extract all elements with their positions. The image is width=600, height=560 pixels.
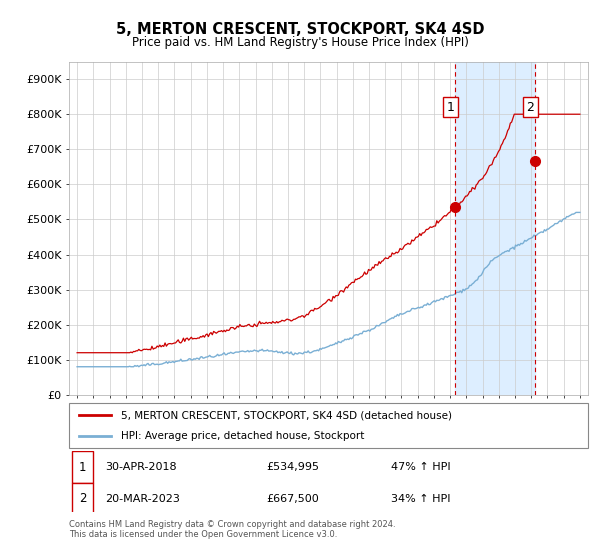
Text: 2: 2	[79, 492, 86, 505]
Bar	[535, 62, 588, 395]
Text: 1: 1	[79, 461, 86, 474]
Text: £534,995: £534,995	[266, 463, 319, 473]
Text: 20-MAR-2023: 20-MAR-2023	[106, 494, 180, 504]
Text: 5, MERTON CRESCENT, STOCKPORT, SK4 4SD: 5, MERTON CRESCENT, STOCKPORT, SK4 4SD	[116, 22, 484, 38]
Text: 1: 1	[446, 101, 455, 114]
Text: 47% ↑ HPI: 47% ↑ HPI	[391, 463, 451, 473]
Text: HPI: Average price, detached house, Stockport: HPI: Average price, detached house, Stoc…	[121, 431, 364, 441]
Text: Contains HM Land Registry data © Crown copyright and database right 2024.
This d: Contains HM Land Registry data © Crown c…	[69, 520, 395, 539]
Text: Price paid vs. HM Land Registry's House Price Index (HPI): Price paid vs. HM Land Registry's House …	[131, 36, 469, 49]
Text: 5, MERTON CRESCENT, STOCKPORT, SK4 4SD (detached house): 5, MERTON CRESCENT, STOCKPORT, SK4 4SD (…	[121, 410, 452, 421]
Bar	[535, 62, 588, 395]
FancyBboxPatch shape	[69, 403, 588, 448]
Text: 2: 2	[526, 101, 535, 114]
Bar	[455, 62, 535, 395]
Text: 30-APR-2018: 30-APR-2018	[106, 463, 177, 473]
FancyBboxPatch shape	[71, 451, 94, 483]
Text: 34% ↑ HPI: 34% ↑ HPI	[391, 494, 450, 504]
FancyBboxPatch shape	[71, 483, 94, 515]
Text: £667,500: £667,500	[266, 494, 319, 504]
